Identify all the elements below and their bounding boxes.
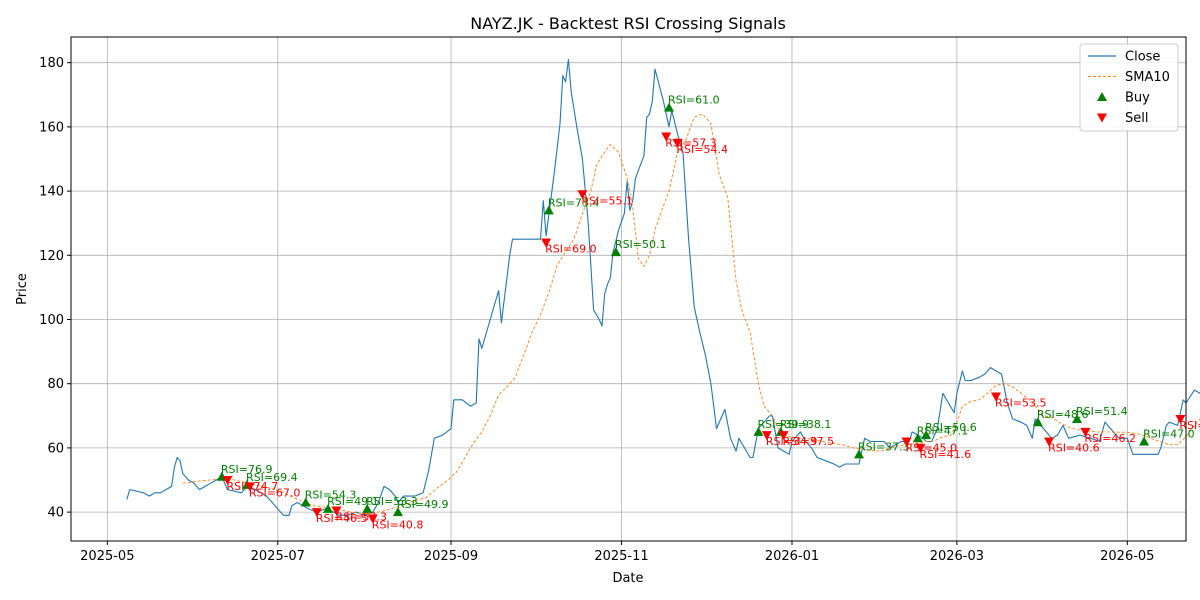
x-tick-label: 2026-01 xyxy=(765,549,819,564)
buy-marker xyxy=(323,503,334,513)
y-tick-label: 40 xyxy=(47,506,64,521)
buy-signal-label: RSI=50.1 xyxy=(615,238,667,251)
sell-signal-label: RSI=34.9 xyxy=(766,435,818,448)
sell-signal-label: RSI=51.6 xyxy=(1179,419,1200,432)
sell-signal-label: RSI=46.5 xyxy=(316,512,368,525)
plot-frame xyxy=(70,36,1187,542)
sell-marker xyxy=(915,443,926,453)
sell-marker xyxy=(1175,415,1186,425)
buy-signal-label: RSI=73.4 xyxy=(548,196,600,209)
y-tick-label: 140 xyxy=(39,185,64,200)
buy-signal-label: RSI=54.3 xyxy=(305,488,357,501)
buy-signal-label: RSI=49.1 xyxy=(327,495,379,508)
series-layer xyxy=(126,58,1200,516)
buy-signal-label: RSI=39.9 xyxy=(757,418,809,431)
y-tick-label: 160 xyxy=(39,120,64,135)
sell-marker xyxy=(778,431,789,441)
sell-marker xyxy=(661,132,672,142)
x-tick-label: 2026-05 xyxy=(1100,549,1154,564)
buy-signal-label: RSI=47.0 xyxy=(1143,427,1195,440)
sell-marker xyxy=(761,431,772,441)
buy-signal-label: RSI=50.6 xyxy=(925,421,977,434)
chart-title: NAYZ.JK - Backtest RSI Crossing Signals xyxy=(470,14,786,33)
buy-marker xyxy=(1139,436,1150,446)
sell-marker xyxy=(901,437,912,447)
sell-signal-label: RSI=55.1 xyxy=(581,194,633,207)
sell-marker xyxy=(1080,427,1091,437)
legend-item-buy-label: Buy xyxy=(1125,91,1150,106)
signals-layer: RSI=76.9RSI=74.7RSI=69.4RSI=67.0RSI=54.3… xyxy=(216,94,1200,532)
x-tick-label: 2026-03 xyxy=(930,549,984,564)
sell-signal-label: RSI=40.6 xyxy=(1048,441,1100,454)
sell-marker xyxy=(367,514,378,524)
sell-signal-label: RSI=54.4 xyxy=(676,143,728,156)
x-tick-label: 2025-11 xyxy=(594,549,648,564)
buy-marker xyxy=(664,102,675,112)
sell-marker xyxy=(577,190,588,200)
sell-signal-label: RSI=69.0 xyxy=(545,242,597,255)
sell-signal-label: RSI=67.0 xyxy=(249,486,301,499)
x-tick-label: 2025-07 xyxy=(251,549,305,564)
sell-marker xyxy=(1044,437,1055,447)
buy-marker xyxy=(610,247,621,257)
legend-item-buy-swatch xyxy=(1097,92,1107,101)
legend-item-close-label: Close xyxy=(1125,50,1160,65)
buy-marker xyxy=(300,497,311,507)
x-axis-title: Date xyxy=(612,571,643,586)
legend-box xyxy=(1079,43,1179,132)
sell-marker xyxy=(222,476,233,486)
sell-marker xyxy=(672,138,683,148)
series-close-line xyxy=(126,58,1200,516)
buy-signal-label: RSI=61.0 xyxy=(668,94,720,107)
y-axis-title: Price xyxy=(15,273,30,305)
axis-ticks: 40 60 80 100 120 140 160 180 2025-05 2025-07 2025-… xyxy=(39,56,1154,564)
sell-signal-label: RSI=37.5 xyxy=(783,435,835,448)
y-tick-label: 60 xyxy=(47,441,64,456)
y-tick-label: 80 xyxy=(47,377,64,392)
sell-signal-label: RSI=46.2 xyxy=(1084,432,1136,445)
sell-marker xyxy=(311,508,322,518)
sell-marker xyxy=(331,506,342,516)
buy-marker xyxy=(854,449,865,459)
x-tick-label: 2025-09 xyxy=(424,549,478,564)
buy-marker xyxy=(753,426,764,436)
buy-marker xyxy=(912,433,923,443)
sell-marker xyxy=(244,482,255,492)
sell-signal-label: RSI=40.8 xyxy=(372,519,424,532)
buy-signal-label: RSI=53.3 xyxy=(366,495,418,508)
buy-marker xyxy=(392,507,403,517)
legend: Close SMA10 Buy Sell xyxy=(1079,43,1179,132)
sell-marker xyxy=(541,238,552,248)
buy-marker xyxy=(543,205,554,215)
x-tick-label: 2025-05 xyxy=(80,549,134,564)
sell-signal-label: RSI=41.6 xyxy=(920,448,972,461)
y-tick-label: 100 xyxy=(39,313,64,328)
buy-signal-label: RSI=37.3 xyxy=(858,440,910,453)
buy-marker xyxy=(1032,417,1043,427)
legend-item-sell-label: Sell xyxy=(1125,111,1148,126)
y-tick-label: 120 xyxy=(39,249,64,264)
buy-signal-label: RSI=51.4 xyxy=(1076,405,1128,418)
sell-signal-label: RSI=53.5 xyxy=(995,397,1047,410)
buy-signal-label: RSI=69.4 xyxy=(246,471,298,484)
series-sma10-line xyxy=(182,113,1200,515)
buy-marker xyxy=(921,430,932,440)
legend-item-sma10-label: SMA10 xyxy=(1125,70,1170,85)
buy-signal-label: RSI=38.1 xyxy=(780,418,832,431)
legend-item-sell-swatch xyxy=(1097,113,1107,123)
y-tick-label: 180 xyxy=(39,56,64,71)
buy-marker xyxy=(362,503,373,513)
sell-marker xyxy=(990,392,1001,402)
buy-signal-label: RSI=76.9 xyxy=(221,463,273,476)
buy-signal-label: RSI=49.9 xyxy=(397,498,449,511)
buy-marker xyxy=(1072,414,1083,424)
buy-signal-label: RSI=47.1 xyxy=(917,424,969,437)
